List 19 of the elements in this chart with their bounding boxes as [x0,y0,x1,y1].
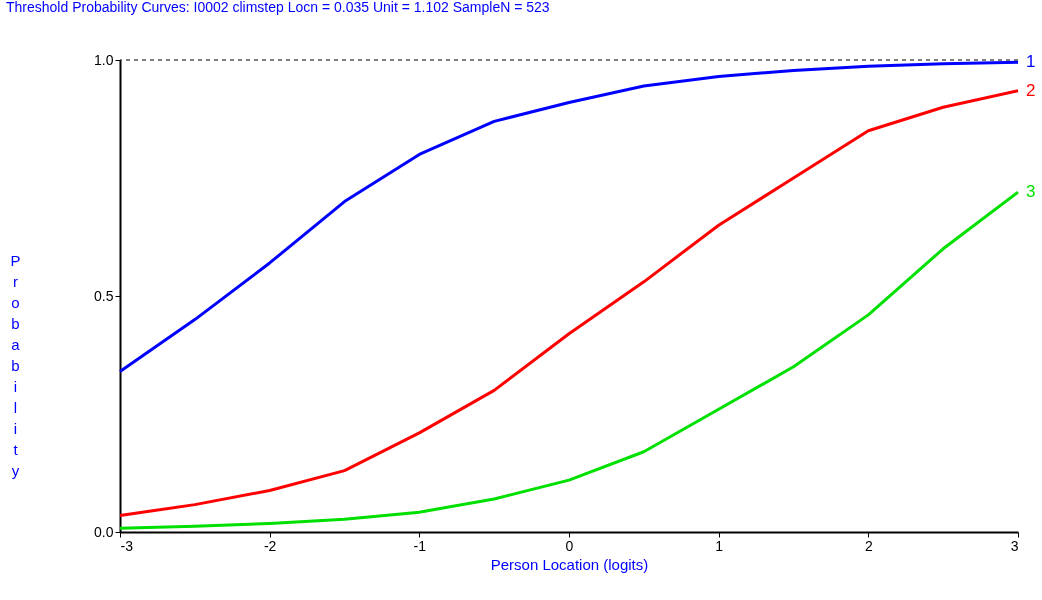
text: Probability [10,251,21,479]
chart-title: Threshold Probability Curves: I0002 climstep Locn = 0.035 Unit = 1.102 SampleN = 523 [6,0,550,15]
x-axis-title: Person Location (logits) [490,555,649,573]
line-series [118,89,1020,517]
x-tick-label: 2 [864,537,873,554]
series-label: 1 [1026,52,1036,72]
x-tick-label: -1 [413,537,427,554]
x-tick-label: 0 [565,537,574,554]
x-tick-label: -2 [263,537,277,554]
x-tick-label: 1 [715,537,724,554]
line-series [118,190,1020,530]
line-series [118,60,1020,374]
y-tick-label: 0.5 [94,287,114,304]
x-tick-label: -3 [120,537,134,554]
series-label: 3 [1026,182,1036,202]
x-tick-label: 3 [1010,537,1019,554]
y-tick-label: 0.0 [94,523,114,540]
y-tick-label: 1.0 [94,51,114,68]
series-label: 2 [1026,80,1036,100]
